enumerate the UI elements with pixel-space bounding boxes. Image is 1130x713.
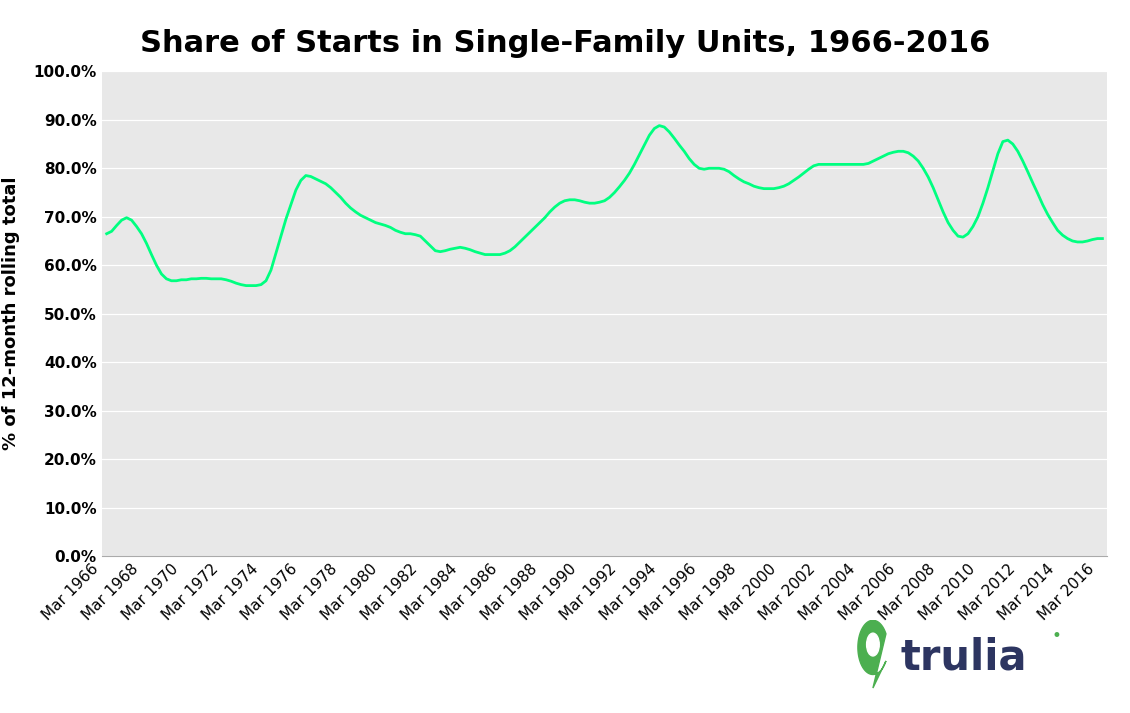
Y-axis label: % of 12-month rolling total: % of 12-month rolling total — [2, 177, 19, 451]
Text: •: • — [1052, 627, 1061, 645]
Text: Share of Starts in Single-Family Units, 1966-2016: Share of Starts in Single-Family Units, … — [140, 29, 990, 58]
Polygon shape — [858, 620, 886, 688]
Circle shape — [867, 633, 879, 656]
Text: trulia: trulia — [901, 637, 1027, 678]
